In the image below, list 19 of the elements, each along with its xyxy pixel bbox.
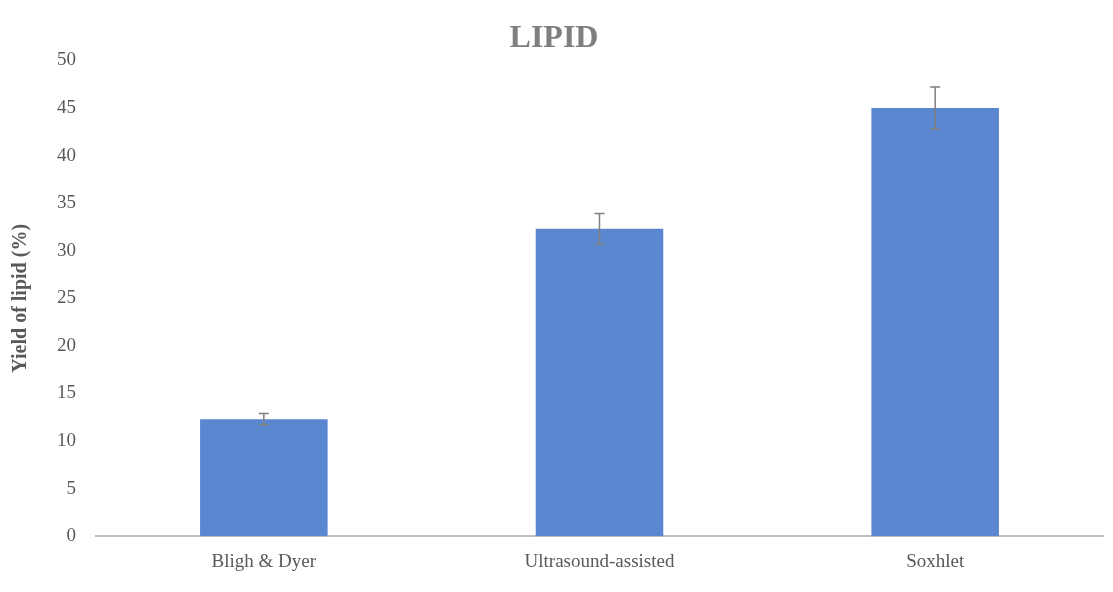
- y-tick-label: 25: [57, 286, 76, 308]
- y-tick-label: 40: [57, 143, 76, 165]
- x-tick-label: Ultrasound-assisted: [524, 549, 675, 571]
- x-tick-label: Soxhlet: [906, 549, 965, 571]
- y-tick-label: 10: [57, 429, 76, 451]
- y-tick-label: 15: [57, 381, 76, 403]
- chart-title: LIPID: [509, 18, 599, 55]
- bar: [535, 228, 664, 537]
- y-tick-label: 5: [66, 476, 76, 498]
- y-axis-title: Yield of lipid (%): [8, 223, 32, 373]
- y-tick-label: 50: [57, 48, 76, 70]
- bar: [871, 107, 999, 537]
- y-tick-label: 30: [57, 238, 76, 260]
- y-tick-label: 20: [57, 333, 76, 355]
- bar: [200, 419, 328, 537]
- y-tick-label: 45: [57, 95, 76, 117]
- x-tick-label: Bligh & Dyer: [211, 549, 317, 571]
- y-tick-label: 0: [66, 524, 76, 546]
- y-tick-label: 35: [57, 191, 76, 213]
